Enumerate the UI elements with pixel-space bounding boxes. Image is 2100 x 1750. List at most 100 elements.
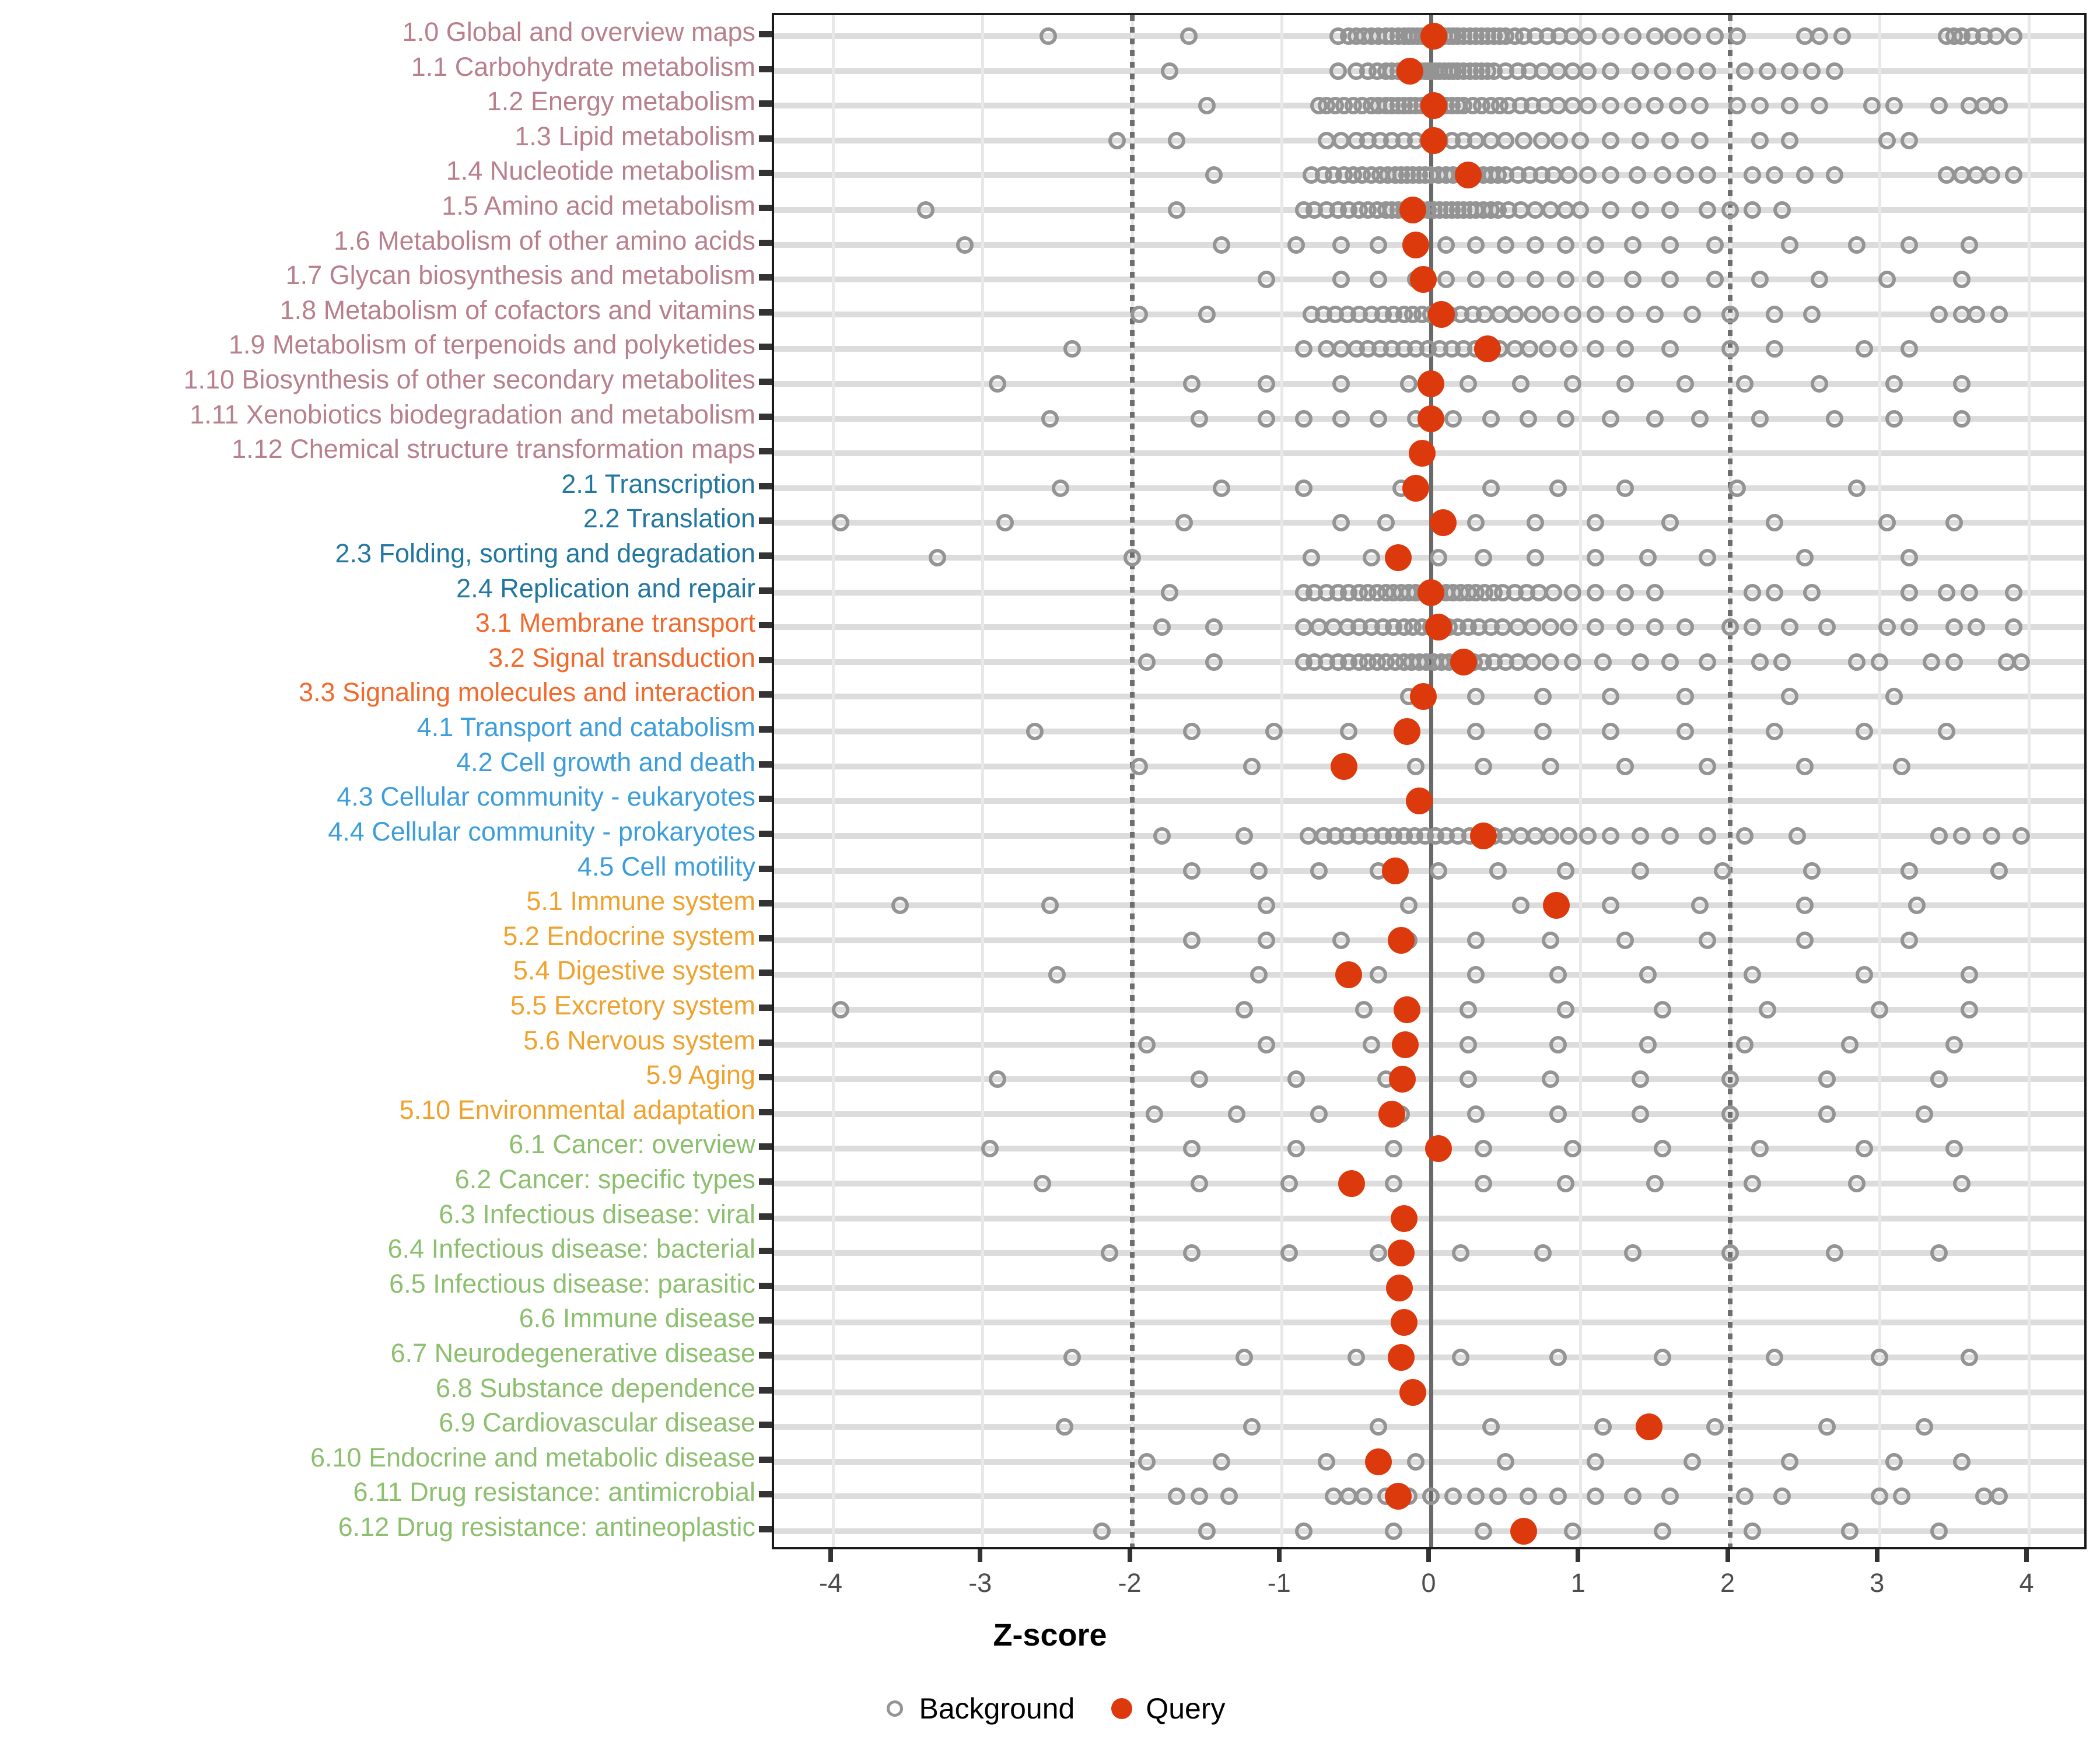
background-point: [1474, 549, 1492, 567]
background-point: [1840, 1035, 1859, 1054]
x-axis-tick: [1725, 1549, 1730, 1562]
background-point: [1332, 236, 1350, 254]
background-point: [1527, 236, 1545, 254]
background-point: [1639, 1035, 1657, 1054]
background-point: [1901, 583, 1918, 601]
background-point: [1138, 1452, 1156, 1471]
background-point: [1145, 1105, 1163, 1123]
background-point: [1915, 1418, 1933, 1436]
background-point: [1460, 1070, 1478, 1088]
background-point: [1811, 27, 1829, 45]
background-point: [1736, 375, 1754, 393]
y-axis-category-label: 6.12 Drug resistance: antineoplastic: [338, 1512, 755, 1542]
background-point: [1524, 305, 1542, 323]
background-point: [1616, 931, 1634, 949]
y-axis-category-label: 6.1 Cancer: overview: [509, 1129, 755, 1160]
background-point: [1691, 410, 1709, 428]
background-point: [1556, 1174, 1574, 1192]
background-point: [1466, 1105, 1485, 1123]
background-point: [1190, 1174, 1208, 1192]
background-point: [1646, 305, 1664, 323]
background-point: [1631, 62, 1649, 80]
background-point: [1796, 931, 1814, 949]
background-point: [1766, 340, 1784, 358]
background-point: [1198, 305, 1216, 323]
background-point: [1235, 827, 1253, 845]
background-point: [891, 897, 909, 915]
y-axis-category-label: 3.3 Signaling molecules and interaction: [299, 677, 755, 708]
background-point: [1691, 131, 1709, 149]
query-point: [1389, 1066, 1416, 1093]
background-point: [1825, 166, 1843, 184]
background-point: [1818, 1105, 1836, 1123]
background-point: [1952, 375, 1971, 393]
background-point: [1466, 271, 1485, 289]
background-point: [1736, 827, 1754, 845]
background-point: [1960, 1348, 1978, 1366]
background-point: [1168, 131, 1186, 149]
y-axis-tick: [759, 622, 772, 629]
y-axis-tick: [759, 1178, 772, 1185]
background-point: [1466, 1488, 1485, 1506]
y-axis-tick: [759, 1422, 772, 1429]
gridline-vertical: [1280, 15, 1283, 1547]
background-point: [1661, 131, 1679, 149]
background-point: [1489, 1488, 1507, 1506]
background-point: [1524, 618, 1542, 636]
background-point: [1781, 1452, 1798, 1471]
background-point: [1825, 62, 1843, 80]
y-axis-tick: [759, 379, 772, 386]
y-axis-category-label: 1.11 Xenobiotics biodegradation and meta…: [190, 399, 755, 429]
background-point: [1542, 827, 1559, 845]
background-point: [1803, 305, 1821, 323]
background-point: [1766, 1348, 1784, 1366]
background-point: [1616, 618, 1634, 636]
background-point: [1227, 1105, 1245, 1123]
background-point: [1706, 1418, 1724, 1436]
y-axis-tick: [759, 239, 772, 246]
background-point: [1452, 1348, 1470, 1366]
background-point: [1524, 653, 1542, 671]
background-point: [1952, 410, 1971, 428]
background-point: [1452, 1244, 1470, 1262]
background-point: [1579, 97, 1597, 115]
y-axis-tick: [759, 1248, 772, 1255]
background-point: [1639, 549, 1657, 567]
background-point: [1699, 166, 1717, 184]
query-point: [1450, 648, 1478, 676]
background-point: [1497, 131, 1515, 149]
background-point: [1945, 653, 1963, 671]
query-point: [1402, 231, 1430, 258]
background-point: [1466, 236, 1485, 254]
background-point: [1384, 1140, 1402, 1158]
dotted-threshold-line: [1129, 15, 1135, 1547]
x-axis-tick: [1127, 1549, 1132, 1562]
y-axis-tick: [759, 761, 772, 768]
dotted-threshold-line: [1727, 15, 1732, 1547]
y-axis-tick: [759, 1074, 772, 1081]
background-point: [1601, 410, 1619, 428]
background-point: [1870, 1000, 1888, 1019]
background-point: [1063, 1348, 1081, 1366]
background-point: [1586, 583, 1604, 601]
background-point: [1743, 583, 1761, 601]
background-point: [1303, 549, 1320, 567]
background-point: [1721, 201, 1739, 219]
background-point: [1332, 410, 1350, 428]
background-point: [1497, 271, 1515, 289]
x-axis-title: Z-score: [993, 1618, 1107, 1653]
background-point: [1542, 931, 1559, 949]
y-axis-category-label: 1.3 Lipid metabolism: [514, 121, 755, 151]
background-point: [1616, 305, 1634, 323]
background-point: [1699, 931, 1717, 949]
background-point: [1631, 862, 1649, 880]
background-point: [1370, 1418, 1388, 1436]
background-point: [1051, 479, 1069, 497]
background-point: [1564, 375, 1582, 393]
gridline-vertical: [832, 15, 835, 1547]
y-axis-category-label: 6.8 Substance dependence: [436, 1373, 755, 1403]
query-point: [1424, 614, 1452, 641]
background-point: [1781, 62, 1798, 80]
background-point: [1751, 410, 1769, 428]
background-point: [1631, 653, 1649, 671]
